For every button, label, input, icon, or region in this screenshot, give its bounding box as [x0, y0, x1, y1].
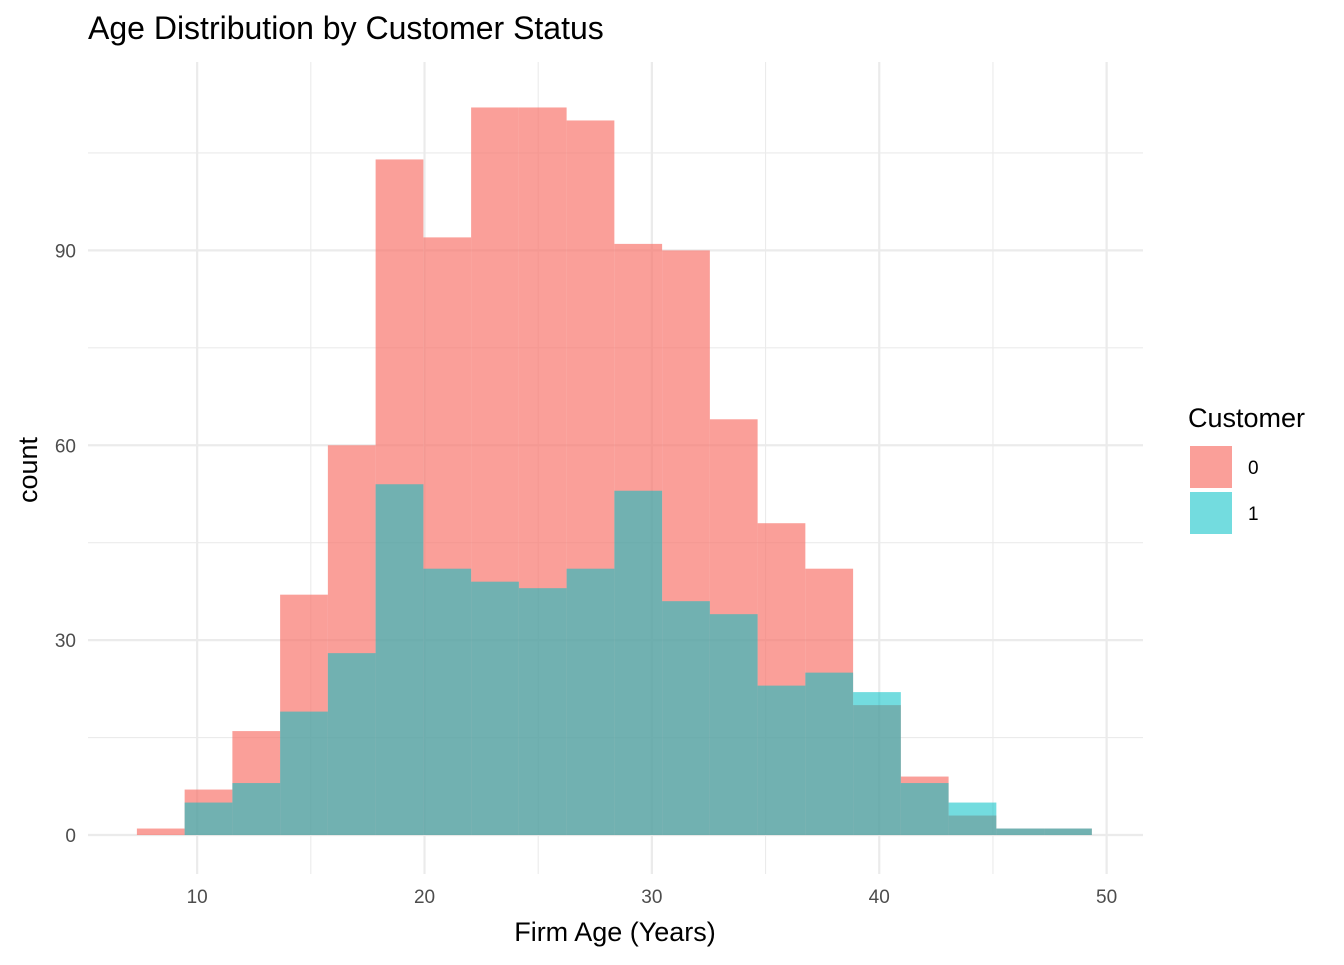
y-tick-label: 30: [55, 631, 76, 652]
x-tick-label: 40: [869, 887, 890, 908]
bar-customer-1: [280, 711, 328, 836]
bar-customer-1: [184, 802, 233, 836]
ticks-layer: 10 20 30 40 50 0 30 60 90: [55, 241, 1117, 908]
bars-layer: [136, 107, 1092, 836]
bar-customer-1: [805, 672, 854, 836]
bar-customer-1: [327, 653, 376, 836]
legend-label-0: 0: [1248, 458, 1259, 479]
chart-title: Age Distribution by Customer Status: [88, 10, 604, 46]
legend-swatch-0: [1190, 446, 1232, 488]
legend-label-1: 1: [1248, 504, 1259, 525]
x-tick-label: 20: [414, 887, 435, 908]
bar-customer-1: [471, 581, 519, 836]
bar-customer-1: [1044, 828, 1092, 836]
bar-customer-1: [996, 828, 1045, 836]
y-axis-title: count: [13, 436, 43, 503]
bar-customer-1: [566, 568, 615, 836]
legend: Customer 0 1: [1188, 403, 1305, 534]
bar-customer-1: [518, 588, 567, 836]
bar-customer-1: [423, 568, 472, 836]
y-tick-label: 90: [55, 241, 76, 262]
y-tick-label: 0: [65, 826, 76, 847]
y-tick-label: 60: [55, 436, 76, 457]
bar-customer-1: [375, 484, 424, 836]
bar-customer-1: [709, 614, 758, 836]
legend-title: Customer: [1188, 403, 1305, 433]
bar-customer-0: [136, 828, 185, 836]
legend-swatch-1: [1190, 492, 1232, 534]
bar-customer-1: [757, 685, 806, 836]
x-tick-label: 30: [641, 887, 662, 908]
bar-customer-1: [232, 783, 281, 836]
bar-customer-1: [662, 601, 710, 836]
x-axis-title: Firm Age (Years): [514, 917, 716, 947]
bar-customer-1: [900, 783, 949, 836]
bar-customer-1: [614, 490, 663, 836]
x-tick-label: 10: [187, 887, 208, 908]
bar-customer-1: [853, 692, 901, 836]
x-tick-label: 50: [1096, 887, 1117, 908]
bar-customer-1: [948, 802, 997, 836]
